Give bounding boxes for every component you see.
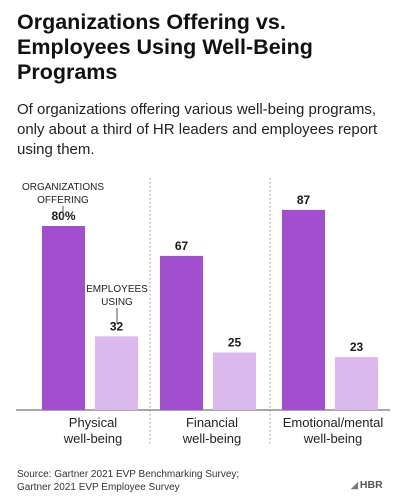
bar-value-label: 87 [297,193,311,207]
category-label: well-being [303,431,363,446]
bar-value-label: 80% [51,209,75,223]
bar-value-label: 32 [110,319,124,333]
category-label: well-being [63,431,123,446]
source-line: Gartner 2021 EVP Employee Survey [17,482,180,493]
chart-subtitle: Of organizations offering various well-b… [17,100,389,160]
logo-text: HBR [359,479,383,491]
subtitle-line: only about a third of HR leaders and emp… [17,121,378,138]
hbr-logo-mark-icon: ◢ [351,479,358,490]
category-label: Physical [69,415,118,430]
category-label: Financial [186,415,238,430]
subtitle-line: using them. [17,141,95,158]
title-line: Employees Using Well-Being [17,35,313,59]
bar-value-label: 23 [350,340,364,354]
bar-offering [282,209,325,410]
bar-offering [42,226,85,410]
bar-value-label: 67 [175,239,189,253]
bar-chart: 80%6787322523Physicalwell-beingFinancial… [16,178,390,446]
source-note: Source: Gartner 2021 EVP Benchmarking Su… [17,468,239,494]
source-line: Source: Gartner 2021 EVP Benchmarking Su… [17,469,240,480]
bar-using [95,336,138,410]
series-label-offering: ORGANIZATIONS [22,182,104,193]
bar-using [213,352,256,410]
title-line: Organizations Offering vs. [17,10,286,34]
series-label-offering: OFFERING [37,195,89,206]
hbr-logo: ◢ HBR [351,479,383,491]
series-label-using: USING [101,297,133,308]
bar-using [335,357,378,410]
category-label: Emotional/mental [283,415,384,430]
bar-offering [160,255,203,410]
subtitle-line: Of organizations offering various well-b… [17,101,377,118]
chart-title: Organizations Offering vs. Employees Usi… [17,10,387,85]
category-label: well-being [182,431,242,446]
series-label-using: EMPLOYEES [86,284,148,295]
bar-value-label: 25 [228,336,242,350]
title-line: Programs [17,60,118,84]
